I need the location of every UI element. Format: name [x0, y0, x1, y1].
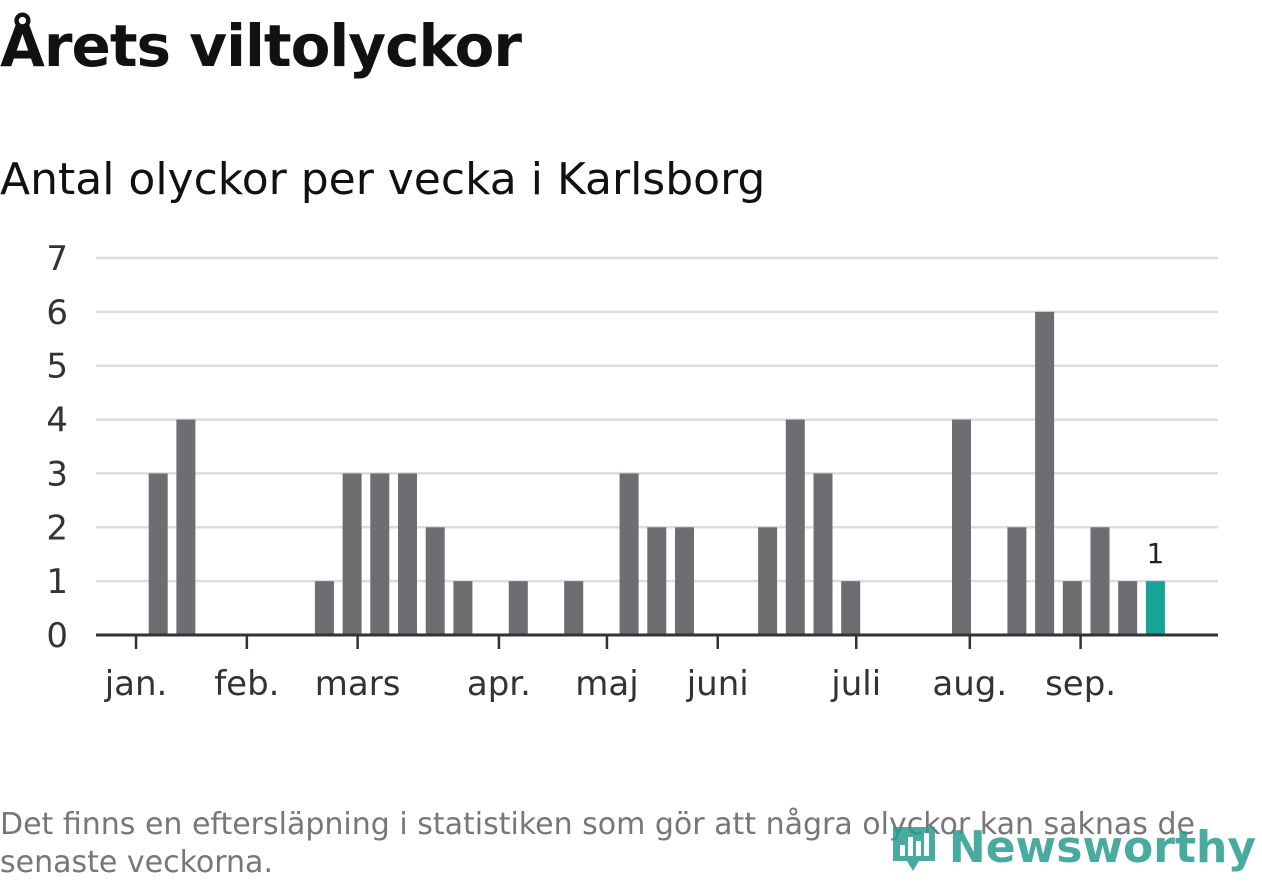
- x-tick-label: feb.: [214, 664, 279, 704]
- bar: [148, 473, 168, 635]
- newsworthy-logo: Newsworthy: [889, 822, 1256, 873]
- bar: [1062, 581, 1082, 635]
- y-tick-label: 0: [46, 616, 68, 656]
- bars: [148, 311, 1165, 635]
- bar: [1007, 527, 1027, 635]
- x-tick-label: mars: [315, 664, 401, 704]
- bar: [1090, 527, 1110, 635]
- bar-highlight: [1145, 581, 1165, 635]
- footnote: Det finns en eftersläpning i statistiken…: [0, 807, 1195, 880]
- y-tick-label: 1: [46, 562, 68, 602]
- x-tick-label: aug.: [932, 664, 1007, 704]
- data-label: 1: [1146, 537, 1164, 570]
- y-tick-label: 3: [46, 454, 68, 494]
- x-tick-label: juli: [830, 664, 881, 704]
- bar: [453, 581, 473, 635]
- bar: [564, 581, 584, 635]
- bar: [1118, 581, 1138, 635]
- bar: [758, 527, 778, 635]
- x-tick-label: sep.: [1045, 664, 1116, 704]
- bar: [1035, 311, 1055, 635]
- bar: [508, 581, 528, 635]
- y-axis-ticks: 0 1 2 3 4 5 6 7: [46, 239, 68, 656]
- bar: [785, 419, 805, 635]
- x-tick-label: jan.: [104, 664, 168, 704]
- bar: [952, 419, 971, 635]
- bar-chart: 0 1 2 3 4 5 6 7 jan. feb. mars apr. maj juni juli aug.…: [46, 239, 1218, 704]
- chart-title: Årets viltolyckor: [0, 12, 522, 80]
- bar: [370, 473, 390, 635]
- bar: [619, 473, 639, 635]
- chart-subtitle: Antal olyckor per vecka i Karlsborg: [0, 154, 766, 205]
- x-tick-label: maj: [575, 664, 638, 704]
- bar: [841, 581, 861, 635]
- logo-icon: [892, 826, 935, 871]
- y-tick-label: 4: [46, 401, 68, 441]
- y-tick-label: 2: [46, 508, 68, 548]
- logo-text: Newsworthy: [948, 822, 1256, 873]
- y-tick-label: 7: [46, 239, 68, 279]
- bar: [314, 581, 334, 635]
- bar: [813, 473, 833, 635]
- data-labels: 1: [1146, 537, 1164, 570]
- bar: [176, 419, 196, 635]
- x-axis: jan. feb. mars apr. maj juni juli aug. sep.: [96, 633, 1218, 704]
- y-tick-label: 5: [46, 347, 68, 387]
- x-tick-label: juni: [686, 664, 749, 704]
- bar: [342, 473, 362, 635]
- bar: [647, 527, 667, 635]
- bar: [675, 527, 694, 635]
- y-tick-label: 6: [46, 293, 68, 333]
- x-tick-label: apr.: [467, 664, 531, 704]
- gridlines: [96, 256, 1218, 583]
- bar: [398, 473, 417, 635]
- bar: [425, 527, 445, 635]
